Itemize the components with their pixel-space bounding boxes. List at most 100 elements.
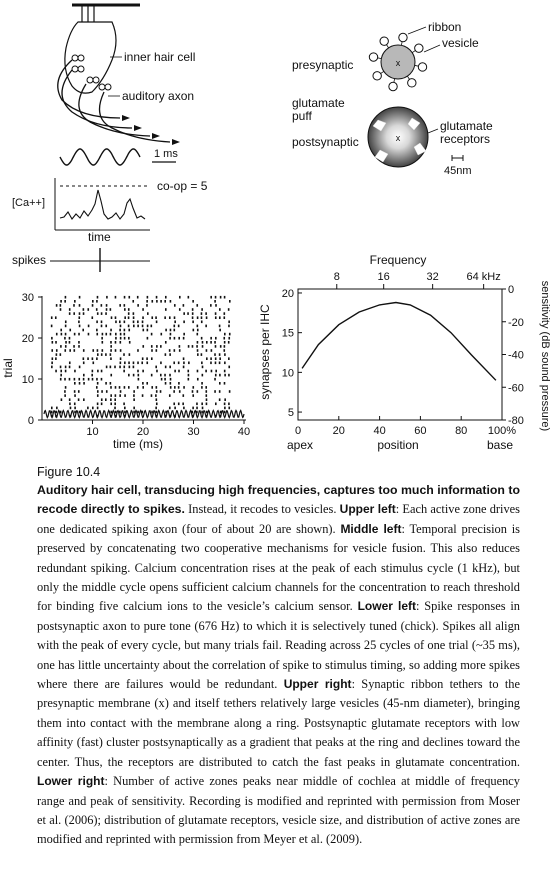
raster-spike [91, 377, 94, 381]
raster-spike [133, 406, 135, 410]
raster-spike [169, 373, 171, 377]
raster-spike [96, 377, 98, 381]
raster-spike [132, 320, 135, 324]
raster-spike [64, 324, 67, 328]
raster-spike [182, 357, 185, 360]
raster-spike [219, 295, 222, 299]
raster-spike [173, 324, 176, 328]
raster-spike [141, 410, 144, 414]
raster-spike [96, 328, 98, 332]
raster-spike [205, 369, 207, 373]
raster-spike [201, 410, 203, 414]
raster-spike [224, 332, 226, 336]
raster-spike [224, 373, 226, 377]
raster-spike [224, 353, 226, 356]
raster-y-tick-label: 30 [22, 292, 34, 304]
raster-spike [196, 328, 199, 332]
raster-spike [119, 361, 122, 365]
raster-spike [168, 406, 171, 410]
raster-spike [201, 341, 204, 344]
raster-spike [59, 308, 62, 311]
raster-spike [119, 304, 121, 307]
raster-spike [68, 377, 71, 381]
raster-spike [196, 377, 199, 381]
raster-spike [141, 394, 144, 397]
raster-spike [109, 365, 112, 369]
raster-spike [155, 406, 157, 410]
raster-spike [123, 336, 126, 340]
raster-spike [146, 361, 149, 365]
raster-spike [64, 369, 67, 373]
raster-spike [114, 386, 117, 389]
chart-right-tick-label: -60 [508, 382, 524, 394]
raster-spike [123, 295, 126, 299]
raster-spike [105, 312, 107, 315]
caption-headline: Auditory hair cell, transducing high fre… [37, 483, 520, 517]
raster-spike [218, 398, 221, 401]
raster-spike [192, 300, 194, 303]
raster-spike [64, 345, 67, 348]
raster-spike [205, 341, 208, 344]
raster-spike [65, 341, 67, 344]
raster-spike [223, 345, 226, 348]
raster-spike [228, 390, 231, 393]
raster-spike [187, 312, 189, 315]
raster-spike [173, 361, 175, 365]
raster-spike [74, 406, 76, 410]
raster-spike [101, 332, 104, 336]
raster-spike [60, 328, 63, 332]
raster-spike [137, 377, 140, 381]
raster-spike [119, 349, 122, 352]
raster-spike [142, 328, 145, 332]
raster-spike [92, 361, 95, 365]
raster-spike [78, 304, 81, 307]
raster-spike [151, 316, 154, 319]
raster-spike [73, 349, 76, 352]
raster-spike [218, 361, 221, 365]
raster-spike [128, 328, 131, 332]
glutamate-puff-label-2: puff [292, 109, 312, 123]
chart-y-tick-label: 15 [282, 328, 294, 340]
raster-spike [123, 320, 126, 324]
raster-spike [187, 295, 190, 299]
raster-spike [64, 394, 66, 397]
raster-spike [160, 361, 162, 365]
raster-spike [196, 332, 199, 336]
raster-spike [228, 406, 231, 410]
raster-spike [119, 324, 122, 328]
raster-spike [109, 308, 112, 311]
raster-spike [219, 345, 222, 348]
raster-spike [64, 377, 66, 381]
raster-spike [100, 353, 103, 356]
raster-spike [87, 377, 90, 381]
raster-spike [142, 369, 144, 373]
raster-spike [50, 406, 53, 410]
raster-spike [128, 336, 130, 340]
raster-spike [124, 316, 126, 319]
raster-spike [92, 300, 94, 303]
raster-spike [174, 386, 176, 389]
raster-spike [64, 365, 67, 369]
raster-spike [164, 377, 166, 381]
chart-top-tick-label: 64 kHz [467, 271, 501, 283]
raster-spike [132, 361, 135, 365]
raster-spike [141, 320, 144, 324]
raster-spike [201, 406, 204, 410]
raster-spike [146, 382, 149, 385]
caption-section-0-text: Instead, it recodes to vesicles. [188, 502, 337, 517]
raster-spike [82, 349, 85, 352]
raster-spike [55, 357, 57, 360]
raster-spike [60, 369, 63, 373]
raster-spike [187, 369, 190, 373]
raster-spike [151, 410, 153, 414]
raster-spike [114, 406, 116, 410]
raster-spike [114, 410, 117, 414]
vesicle [379, 36, 389, 46]
raster-spike [87, 406, 89, 410]
raster-spike [187, 345, 190, 348]
raster-spike [218, 316, 221, 319]
raster-spike [169, 336, 171, 340]
coop-label: co-op = 5 [157, 179, 208, 193]
chart-right-tick-label: -80 [508, 415, 524, 427]
raster-spike [155, 386, 158, 389]
